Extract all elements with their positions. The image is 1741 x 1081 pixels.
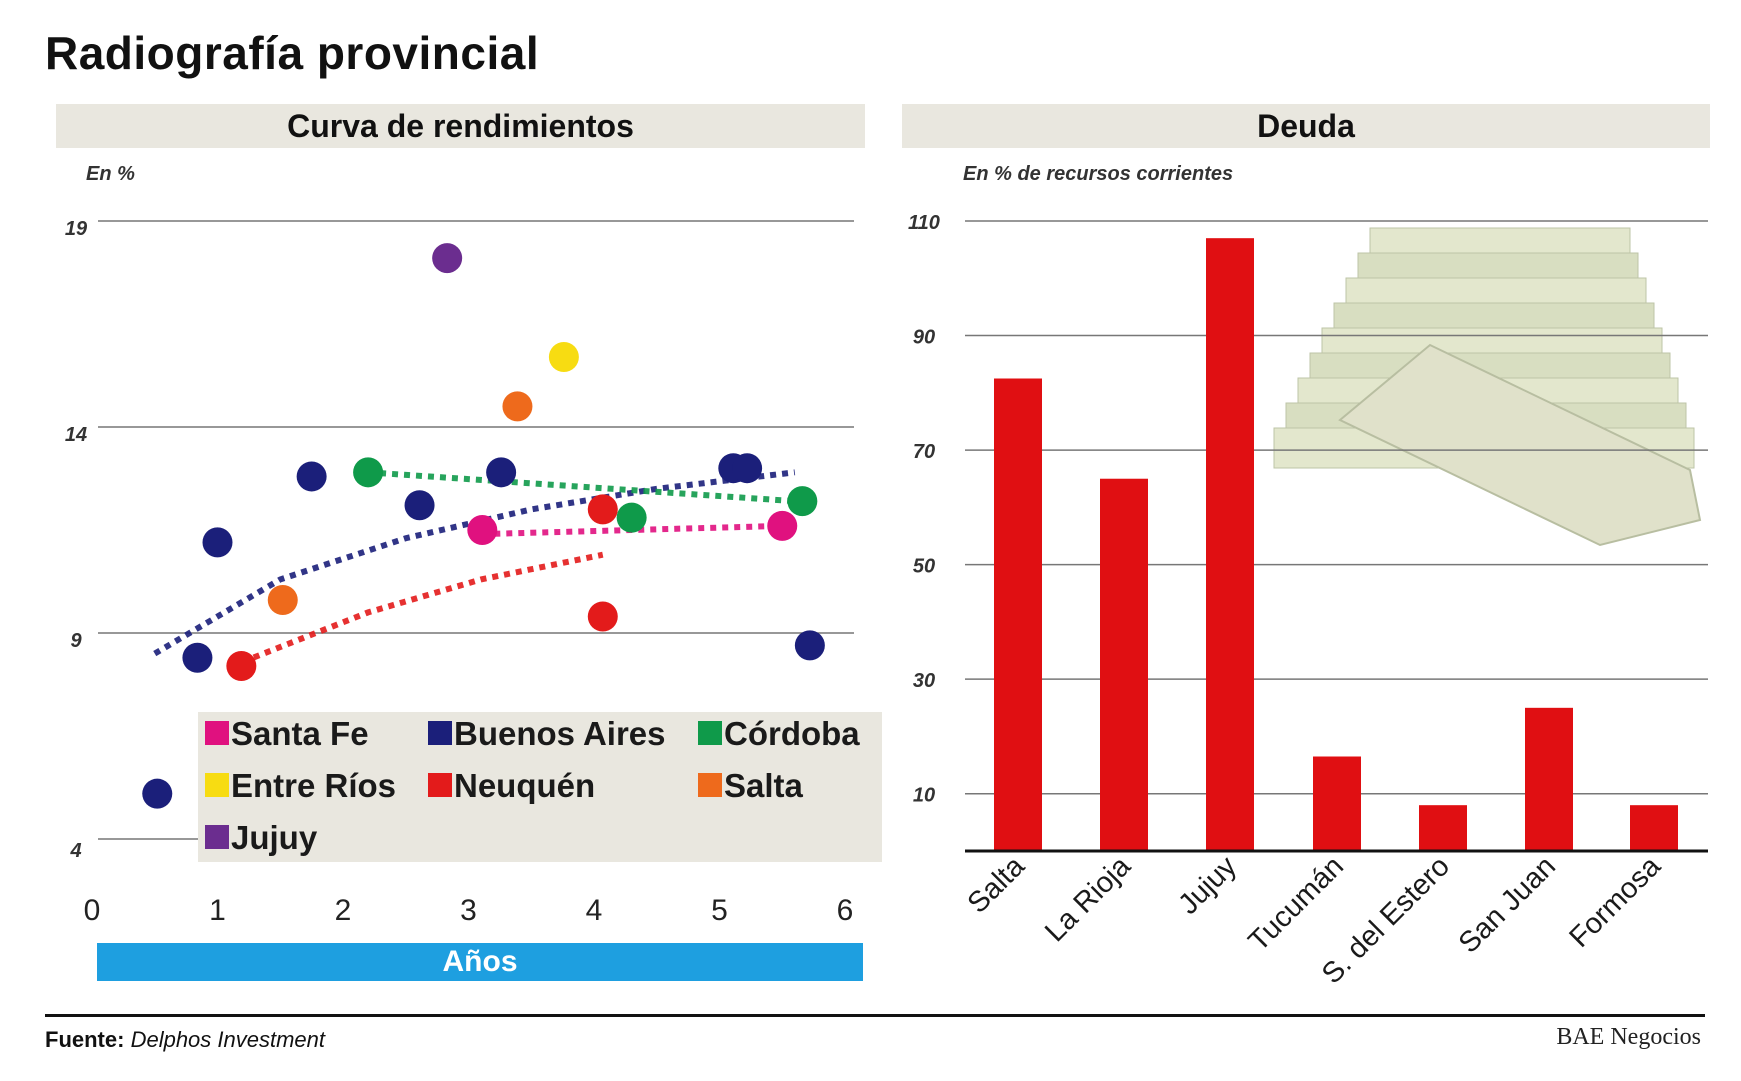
legend-swatch	[205, 721, 229, 745]
source-label: Fuente:	[45, 1027, 125, 1052]
y-tick-label: 10	[913, 785, 935, 807]
legend-swatch	[428, 721, 452, 745]
debt-chart-title: Deuda	[902, 104, 1710, 148]
legend-label: Buenos Aires	[454, 715, 666, 752]
y-tick-label: 9	[70, 630, 82, 652]
point-entre-ríos	[548, 341, 579, 372]
legend-swatch	[698, 721, 722, 745]
legend: Santa Fe Buenos Aires Córdoba Entre Ríos Neu…	[198, 712, 882, 862]
point-buenos-aires	[202, 527, 233, 558]
point-salta	[267, 585, 298, 616]
bar-formosa	[1630, 805, 1678, 851]
bar-jujuy	[1206, 238, 1254, 851]
x-tick-label: 6	[837, 894, 854, 927]
point-neuquén	[587, 601, 618, 632]
category-label: San Juan	[1453, 850, 1562, 959]
x-tick-label: 0	[84, 894, 101, 927]
x-tick-label: 3	[460, 894, 477, 927]
category-label: La Rioja	[1039, 850, 1137, 948]
trendline-buenos-aires	[153, 469, 796, 657]
yield-y-unit: En %	[86, 163, 135, 185]
brand-credit: BAE Negocios	[1556, 1024, 1701, 1050]
point-buenos-aires	[182, 642, 213, 673]
category-label: Salta	[962, 850, 1032, 920]
y-tick-label: 14	[65, 424, 87, 446]
debt-y-unit: En % de recursos corrientes	[963, 163, 1234, 185]
bar-san-juan	[1525, 707, 1573, 851]
y-tick-label: 19	[65, 218, 88, 240]
legend-box	[198, 712, 882, 862]
point-santa-fe	[767, 510, 798, 541]
point-córdoba	[353, 457, 384, 488]
x-tick-label: 4	[586, 894, 603, 927]
banknotes-photo	[1273, 227, 1702, 547]
legend-label: Entre Ríos	[231, 767, 396, 804]
category-label: Tucumán	[1243, 850, 1350, 957]
yield-curve-title: Curva de rendimientos	[56, 104, 865, 148]
point-córdoba	[787, 486, 818, 517]
point-buenos-aires	[732, 453, 763, 484]
category-label: Formosa	[1563, 850, 1667, 954]
trendline-santa-fe	[482, 522, 783, 538]
point-santa-fe	[467, 515, 498, 545]
legend-swatch	[205, 825, 229, 849]
page-title: Radiografía provincial	[45, 27, 540, 79]
bar-salta	[994, 378, 1042, 851]
y-tick-label: 4	[69, 840, 81, 862]
bar-s-del-estero	[1419, 805, 1467, 851]
footer-divider	[45, 1014, 1705, 1017]
legend-swatch	[698, 773, 722, 797]
x-axis-label-band: Años	[97, 943, 863, 981]
banknote	[1338, 343, 1702, 547]
legend-label: Santa Fe	[231, 715, 369, 752]
point-buenos-aires	[142, 778, 173, 809]
point-buenos-aires	[296, 461, 327, 492]
point-buenos-aires	[794, 630, 825, 661]
source-name: Delphos Investment	[130, 1027, 326, 1052]
point-salta	[502, 391, 533, 422]
point-buenos-aires	[404, 490, 435, 521]
y-tick-label: 110	[908, 212, 940, 234]
point-buenos-aires	[486, 457, 517, 488]
x-tick-label: 5	[711, 894, 728, 927]
y-tick-label: 50	[913, 556, 935, 578]
point-jujuy	[432, 243, 463, 274]
x-tick-label: 2	[335, 894, 352, 927]
x-tick-label: 1	[209, 894, 226, 927]
point-neuquén	[587, 494, 618, 525]
bar-la-rioja	[1100, 478, 1148, 851]
trendline-neuquén	[241, 551, 604, 665]
source-note: Fuente: Delphos Investment	[45, 1027, 325, 1053]
bar-tucumán	[1313, 756, 1361, 851]
point-neuquén	[226, 650, 257, 681]
y-tick-label: 90	[913, 327, 935, 349]
point-córdoba	[616, 502, 647, 533]
legend-label: Jujuy	[231, 819, 318, 856]
legend-label: Córdoba	[724, 715, 860, 752]
category-label: Jujuy	[1172, 850, 1243, 921]
legend-label: Neuquén	[454, 767, 595, 804]
legend-swatch	[428, 773, 452, 797]
y-tick-label: 30	[913, 670, 935, 692]
legend-swatch	[205, 773, 229, 797]
legend-label: Salta	[724, 767, 804, 804]
y-tick-label: 70	[913, 441, 935, 463]
